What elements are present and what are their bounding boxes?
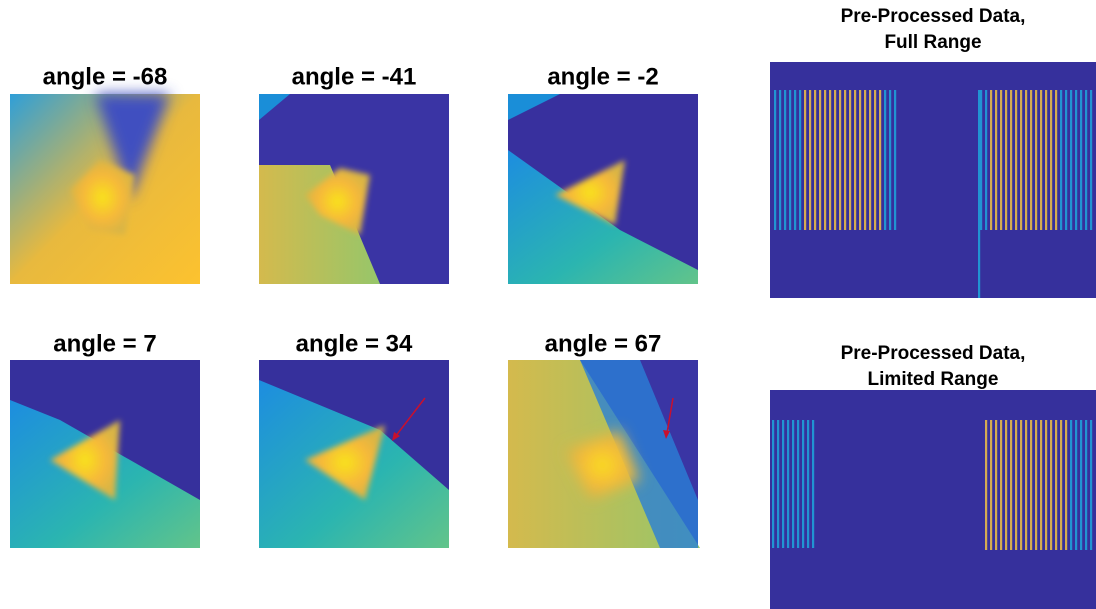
- stripe: [978, 90, 981, 298]
- stripe: [792, 420, 795, 548]
- stripe: [889, 90, 892, 230]
- stripe: [777, 420, 780, 548]
- panel-title: Full Range: [884, 32, 981, 53]
- stripe: [894, 90, 897, 230]
- image-panel: [508, 360, 700, 548]
- stripe: [1020, 420, 1023, 550]
- stripe: [784, 90, 787, 230]
- stripe: [844, 90, 847, 230]
- stripe: [779, 90, 782, 230]
- stripe: [824, 90, 827, 230]
- stripe: [829, 90, 832, 230]
- stripe: [1055, 90, 1058, 230]
- stripe: [774, 90, 777, 230]
- stripe: [819, 90, 822, 230]
- image-panel: [259, 94, 449, 284]
- stripe: [787, 420, 790, 548]
- stripe: [1025, 90, 1028, 230]
- stripe: [1035, 90, 1038, 230]
- stripe: [854, 90, 857, 230]
- stripe: [809, 90, 812, 230]
- panel-title: angle = 67: [545, 330, 662, 357]
- stripe: [799, 90, 802, 230]
- stripe: [1070, 90, 1073, 230]
- panel-title: angle = 7: [53, 330, 156, 357]
- stripe: [874, 90, 877, 230]
- image-panel: [770, 390, 1096, 609]
- stripe: [859, 90, 862, 230]
- stripe: [1065, 420, 1068, 550]
- stripe: [990, 90, 993, 230]
- stripe: [869, 90, 872, 230]
- stripe: [782, 420, 785, 548]
- stripe: [1055, 420, 1058, 550]
- stripe: [772, 420, 775, 548]
- stripe: [1040, 420, 1043, 550]
- panel-title: Pre-Processed Data,: [841, 6, 1026, 27]
- stripe: [1050, 90, 1053, 230]
- stripe: [980, 90, 983, 230]
- stripe: [995, 90, 998, 230]
- stripe: [807, 420, 810, 548]
- stripe: [1065, 90, 1068, 230]
- stripe: [804, 90, 807, 230]
- stripe: [794, 90, 797, 230]
- stripe: [985, 90, 988, 230]
- stripe: [1070, 420, 1073, 550]
- image-panel: [508, 94, 698, 284]
- stripe: [812, 420, 815, 548]
- stripe: [1045, 420, 1048, 550]
- stripe: [1090, 420, 1093, 550]
- stripe: [849, 90, 852, 230]
- image-panel: [10, 94, 200, 284]
- stripe: [1085, 420, 1088, 550]
- panel-title: angle = -41: [292, 63, 417, 90]
- image-panel: [259, 360, 449, 548]
- stripe: [1060, 90, 1063, 230]
- stripe: [1085, 90, 1088, 230]
- stripe: [1030, 90, 1033, 230]
- stripe: [1020, 90, 1023, 230]
- stripe: [1005, 420, 1008, 550]
- stripe: [797, 420, 800, 548]
- panel-title: angle = -2: [547, 63, 658, 90]
- stripe: [884, 90, 887, 230]
- stripe: [1005, 90, 1008, 230]
- stripe: [1010, 420, 1013, 550]
- stripe: [834, 90, 837, 230]
- stripe: [1075, 90, 1078, 230]
- stripe: [864, 90, 867, 230]
- stripe: [1025, 420, 1028, 550]
- stripe: [1015, 420, 1018, 550]
- stripe: [1050, 420, 1053, 550]
- stripe: [814, 90, 817, 230]
- stripe: [802, 420, 805, 548]
- image-panel: [10, 360, 200, 548]
- image-panel: [770, 62, 1096, 298]
- stripe: [1080, 420, 1083, 550]
- panel-title: angle = 34: [296, 330, 413, 357]
- stripe: [990, 420, 993, 550]
- stripe: [1015, 90, 1018, 230]
- panel-title: Pre-Processed Data,: [841, 343, 1026, 364]
- panel-title: angle = -68: [43, 63, 168, 90]
- stripe: [1080, 90, 1083, 230]
- stripe: [1075, 420, 1078, 550]
- stripe: [1035, 420, 1038, 550]
- stripe: [1000, 90, 1003, 230]
- stripe: [995, 420, 998, 550]
- stripe: [1045, 90, 1048, 230]
- panel-title: Limited Range: [868, 369, 999, 390]
- stripe: [1090, 90, 1093, 230]
- stripe: [1060, 420, 1063, 550]
- stripe: [839, 90, 842, 230]
- stripe: [789, 90, 792, 230]
- stripe: [1010, 90, 1013, 230]
- stripe: [1000, 420, 1003, 550]
- stripe: [1030, 420, 1033, 550]
- stripe: [985, 420, 988, 550]
- stripe: [879, 90, 882, 230]
- stripe: [1040, 90, 1043, 230]
